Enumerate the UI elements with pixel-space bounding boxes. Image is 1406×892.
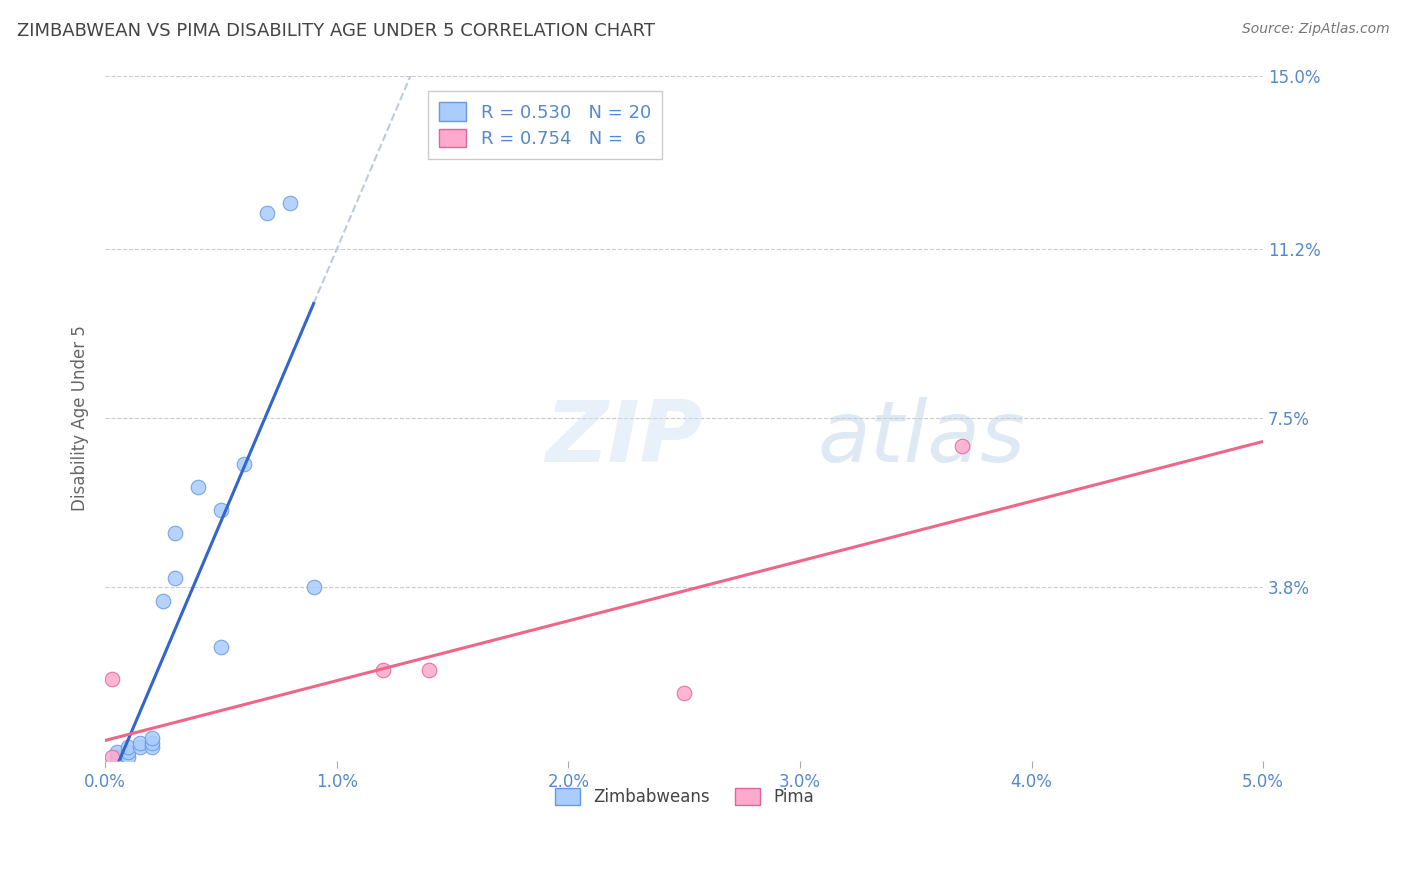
Point [233, 457, 256, 471]
Point [101, 749, 124, 764]
Point [152, 594, 174, 608]
Point [950, 439, 973, 453]
Point [129, 736, 152, 750]
Y-axis label: Disability Age Under 5: Disability Age Under 5 [72, 326, 89, 511]
Point [117, 749, 139, 764]
Point [187, 480, 209, 494]
Point [141, 731, 163, 746]
Point [163, 571, 186, 585]
Point [129, 740, 152, 755]
Point [117, 740, 139, 755]
Point [256, 205, 278, 219]
Point [280, 196, 302, 211]
Text: ZIP: ZIP [546, 397, 703, 481]
Point [105, 749, 128, 764]
Point [371, 663, 394, 677]
Point [673, 685, 696, 699]
Legend: Zimbabweans, Pima: Zimbabweans, Pima [547, 780, 823, 814]
Point [105, 745, 128, 759]
Point [209, 640, 232, 654]
Point [117, 745, 139, 759]
Text: atlas: atlas [817, 397, 1025, 481]
Point [141, 736, 163, 750]
Point [141, 740, 163, 755]
Point [418, 663, 440, 677]
Point [163, 525, 186, 540]
Point [302, 581, 325, 595]
Point [101, 672, 124, 686]
Point [209, 502, 232, 516]
Text: ZIMBABWEAN VS PIMA DISABILITY AGE UNDER 5 CORRELATION CHART: ZIMBABWEAN VS PIMA DISABILITY AGE UNDER … [17, 22, 655, 40]
Text: Source: ZipAtlas.com: Source: ZipAtlas.com [1241, 22, 1389, 37]
